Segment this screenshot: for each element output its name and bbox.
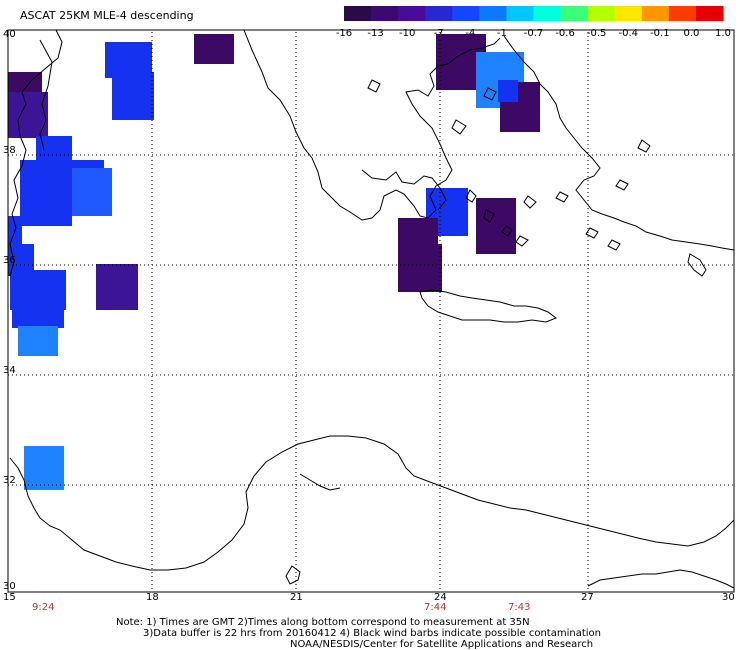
coastline-islands <box>367 79 651 251</box>
swath-cell <box>12 300 64 328</box>
colorbar-label: -0.4 <box>618 28 638 39</box>
colorbar-label: -10 <box>399 28 415 39</box>
colorbar <box>344 6 724 21</box>
colorbar-label: -7 <box>434 28 444 39</box>
ascat-swaths <box>8 34 540 490</box>
colorbar-swatch <box>560 6 589 21</box>
lat-label: 32 <box>3 475 16 486</box>
swath-cell <box>18 326 58 356</box>
colorbar-label: -16 <box>336 28 352 39</box>
colorbar-label: -0.6 <box>555 28 575 39</box>
colorbar-swatch <box>506 6 534 21</box>
swath-cell <box>72 168 112 216</box>
colorbar-swatch <box>425 6 453 21</box>
swath-cell <box>398 244 442 292</box>
colorbar-swatch <box>587 6 616 21</box>
lon-label: 21 <box>290 592 303 603</box>
pass-times: 9:24 7:44 7:43 <box>32 602 530 613</box>
coastline-delta-detail <box>587 569 735 589</box>
longitude-labels: 15 18 21 24 27 30 <box>3 592 735 603</box>
lat-label: 34 <box>3 365 16 376</box>
lon-label: 18 <box>146 592 159 603</box>
colorbar-label: 1.0 <box>715 28 731 39</box>
colorbar-swatch <box>695 6 724 21</box>
swath-cell <box>194 34 234 64</box>
note-line-1: Note: 1) Times are GMT 2)Times along bot… <box>116 617 530 628</box>
pass-time: 7:44 <box>424 602 446 613</box>
colorbar-swatch <box>344 6 372 21</box>
coastline-calabria <box>39 39 53 151</box>
colorbar-swatch <box>452 6 480 21</box>
footnotes: Note: 1) Times are GMT 2)Times along bot… <box>116 617 601 650</box>
lon-label: 15 <box>3 592 16 603</box>
swath-cell <box>20 190 72 226</box>
colorbar-swatch <box>668 6 697 21</box>
swath-cell <box>24 446 64 490</box>
colorbar-swatch <box>641 6 670 21</box>
lon-label: 24 <box>434 592 447 603</box>
swath-cell <box>112 72 154 120</box>
colorbar-swatch <box>479 6 507 21</box>
colorbar-swatch <box>614 6 643 21</box>
pass-time: 9:24 <box>32 602 54 613</box>
map-title: ASCAT 25KM MLE-4 descending <box>20 9 194 22</box>
coastline-turkey-aegean <box>503 35 735 251</box>
colorbar-label: -13 <box>367 28 383 39</box>
colorbar-swatch <box>398 6 426 21</box>
lat-label: 30 <box>3 581 16 592</box>
colorbar-swatch <box>533 6 562 21</box>
coastlines <box>9 29 735 589</box>
coastline-peloponnese <box>361 169 447 211</box>
coastline-lake <box>285 565 301 585</box>
map-frame <box>7 29 735 593</box>
colorbar-label: -1 <box>497 28 507 39</box>
latitude-labels: 40 38 36 34 32 30 <box>3 29 16 592</box>
lon-label: 30 <box>722 592 735 603</box>
swath-cell <box>8 72 42 94</box>
graticule <box>8 32 734 592</box>
colorbar-label: -0.1 <box>650 28 670 39</box>
coastline-italy <box>9 29 63 277</box>
colorbar-label: -0.5 <box>587 28 607 39</box>
lon-label: 27 <box>581 592 594 603</box>
pass-time: 7:43 <box>508 602 530 613</box>
colorbar-label: -4 <box>465 28 475 39</box>
note-line-3: NOAA/NESDIS/Center for Satellite Applica… <box>290 639 593 650</box>
coastline-greece-west <box>243 29 501 221</box>
swath-cell <box>8 92 48 138</box>
swath-cell <box>476 198 516 254</box>
lat-label: 38 <box>3 145 16 156</box>
colorbar-label: 0.0 <box>683 28 699 39</box>
coastline-rhodes <box>687 253 707 277</box>
coastline-africa <box>9 435 735 571</box>
colorbar-labels: -16 -13 -10 -7 -4 -1 -0.7 -0.6 -0.5 -0.4 -0.1 0.0 1.… <box>336 28 731 39</box>
colorbar-swatch <box>371 6 399 21</box>
lat-label: 40 <box>3 29 16 40</box>
swath-cell <box>498 80 518 102</box>
coastline-crete <box>419 289 558 323</box>
coastline-cyrenaica-detail <box>299 473 341 491</box>
swath-cell <box>96 264 138 310</box>
colorbar-label: -0.7 <box>524 28 544 39</box>
lat-label: 36 <box>3 255 16 266</box>
note-line-2: 3)Data buffer is 22 hrs from 20160412 4)… <box>143 628 601 639</box>
